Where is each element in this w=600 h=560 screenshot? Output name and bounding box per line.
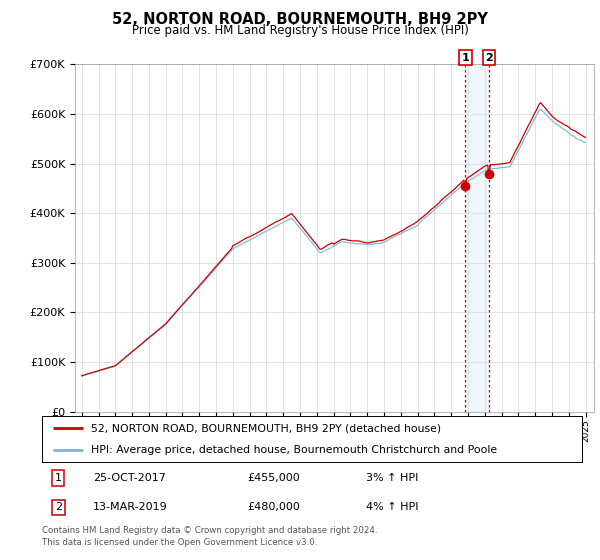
Text: 2: 2: [55, 502, 62, 512]
Text: 52, NORTON ROAD, BOURNEMOUTH, BH9 2PY (detached house): 52, NORTON ROAD, BOURNEMOUTH, BH9 2PY (d…: [91, 423, 441, 433]
Text: Contains HM Land Registry data © Crown copyright and database right 2024.: Contains HM Land Registry data © Crown c…: [42, 526, 377, 535]
Text: £455,000: £455,000: [247, 473, 300, 483]
Bar: [465, 64, 489, 412]
Text: 3% ↑ HPI: 3% ↑ HPI: [366, 473, 418, 483]
Text: 4% ↑ HPI: 4% ↑ HPI: [366, 502, 419, 512]
Text: 2: 2: [485, 53, 493, 63]
Text: 25-OCT-2017: 25-OCT-2017: [94, 473, 166, 483]
Text: Price paid vs. HM Land Registry's House Price Index (HPI): Price paid vs. HM Land Registry's House …: [131, 24, 469, 36]
Text: 52, NORTON ROAD, BOURNEMOUTH, BH9 2PY: 52, NORTON ROAD, BOURNEMOUTH, BH9 2PY: [112, 12, 488, 27]
Text: 1: 1: [55, 473, 62, 483]
Text: This data is licensed under the Open Government Licence v3.0.: This data is licensed under the Open Gov…: [42, 538, 317, 547]
Text: £480,000: £480,000: [247, 502, 300, 512]
Text: 1: 1: [461, 53, 469, 63]
Text: 13-MAR-2019: 13-MAR-2019: [94, 502, 168, 512]
Text: HPI: Average price, detached house, Bournemouth Christchurch and Poole: HPI: Average price, detached house, Bour…: [91, 445, 497, 455]
